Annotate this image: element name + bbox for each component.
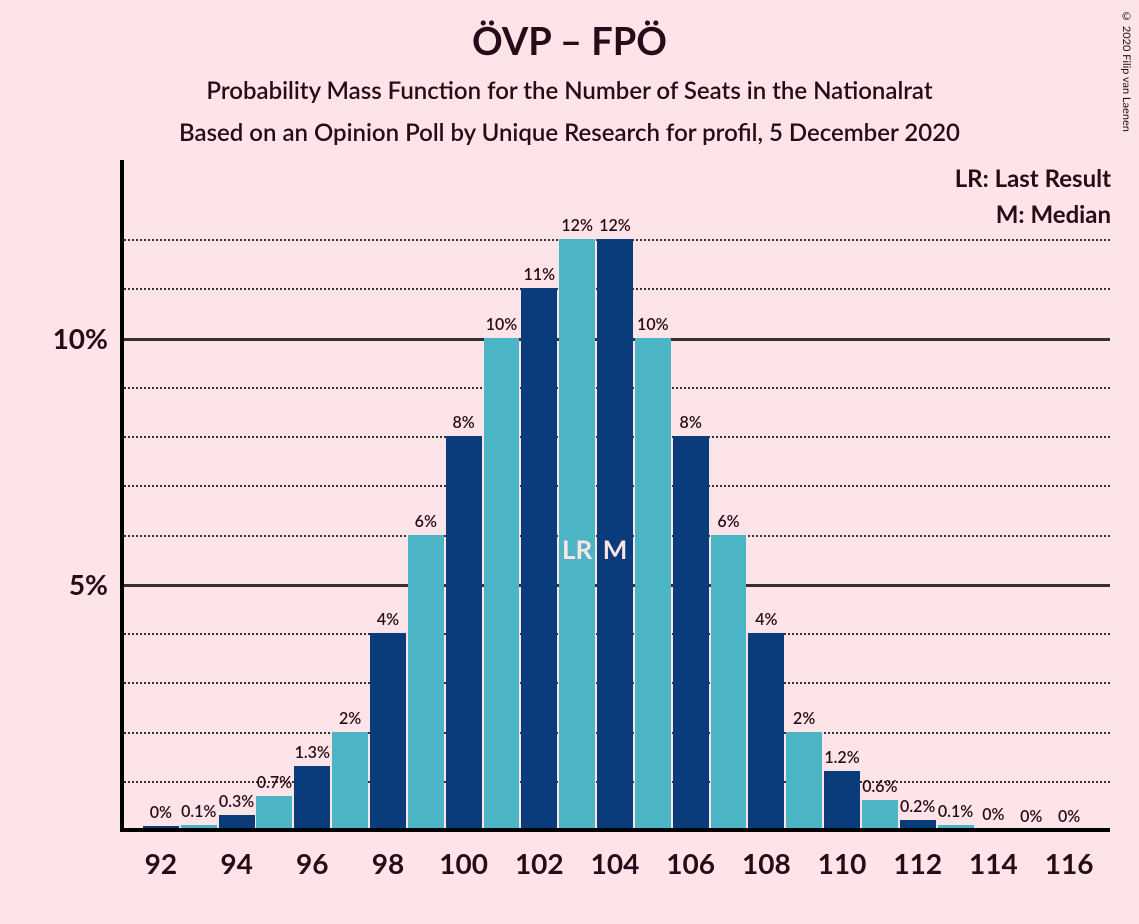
bar-value-label: 10% bbox=[486, 315, 518, 334]
bar-value-label: 0% bbox=[982, 805, 1004, 824]
bar-value-label: 0.7% bbox=[257, 773, 292, 792]
bar-value-label: 6% bbox=[415, 512, 437, 531]
bar bbox=[408, 535, 444, 830]
x-axis-label: 106 bbox=[666, 846, 715, 880]
bar-value-label: 10% bbox=[637, 315, 669, 334]
bar bbox=[862, 800, 898, 830]
marker-last-result: LR bbox=[562, 533, 592, 565]
x-axis-label: 112 bbox=[893, 846, 942, 880]
bar bbox=[748, 633, 784, 830]
bar-value-label: 0.1% bbox=[181, 802, 216, 821]
chart-title: ÖVP – FPÖ bbox=[0, 18, 1139, 64]
marker-median: M bbox=[603, 533, 628, 565]
bar bbox=[370, 633, 406, 830]
bar-value-label: 4% bbox=[377, 610, 399, 629]
x-axis-label: 92 bbox=[145, 846, 177, 880]
y-axis-label: 10% bbox=[53, 321, 108, 355]
bar bbox=[332, 732, 368, 830]
x-axis-label: 100 bbox=[439, 846, 488, 880]
bar bbox=[484, 338, 520, 830]
bar-value-label: 1.2% bbox=[824, 748, 859, 767]
x-axis-label: 96 bbox=[296, 846, 328, 880]
bar-value-label: 0.1% bbox=[938, 802, 973, 821]
bar bbox=[824, 771, 860, 830]
bar-value-label: 4% bbox=[755, 610, 777, 629]
bar-value-label: 0% bbox=[150, 803, 172, 822]
x-axis-line bbox=[120, 828, 1110, 832]
bar-value-label: 0.3% bbox=[219, 792, 254, 811]
x-axis-label: 116 bbox=[1045, 846, 1094, 880]
x-axis-label: 110 bbox=[818, 846, 867, 880]
bar-value-label: 0% bbox=[1020, 807, 1042, 826]
x-axis-label: 102 bbox=[515, 846, 564, 880]
x-axis-label: 94 bbox=[220, 846, 252, 880]
x-axis-label: 108 bbox=[742, 846, 791, 880]
y-axis-label: 5% bbox=[69, 567, 108, 601]
bar-value-label: 11% bbox=[524, 265, 556, 284]
bar-value-label: 2% bbox=[793, 709, 815, 728]
legend-last-result: LR: Last Result bbox=[955, 164, 1111, 193]
bar-value-label: 8% bbox=[452, 413, 474, 432]
chart-plot-area: 0%0.1%0.3%0.7%1.3%2%4%6%8%10%11%12%LR12%… bbox=[120, 190, 1110, 830]
bar bbox=[711, 535, 747, 830]
y-axis-line bbox=[120, 160, 124, 830]
bar bbox=[256, 796, 292, 830]
x-axis-label: 104 bbox=[591, 846, 640, 880]
copyright-text: © 2020 Filip van Laenen bbox=[1120, 10, 1133, 132]
bar-value-label: 12% bbox=[599, 216, 631, 235]
bar-value-label: 2% bbox=[339, 709, 361, 728]
bar-value-label: 1.3% bbox=[295, 743, 330, 762]
chart-subtitle-1: Probability Mass Function for the Number… bbox=[0, 76, 1139, 105]
chart-subtitle-2: Based on an Opinion Poll by Unique Resea… bbox=[0, 118, 1139, 147]
bar-value-label: 0% bbox=[1058, 807, 1080, 826]
bar bbox=[521, 288, 557, 830]
bar-value-label: 0.2% bbox=[900, 797, 935, 816]
bar-value-label: 0.6% bbox=[862, 777, 897, 796]
bar-value-label: 8% bbox=[680, 413, 702, 432]
bar bbox=[673, 436, 709, 830]
bar bbox=[446, 436, 482, 830]
x-axis-label: 98 bbox=[372, 846, 404, 880]
bar-value-label: 6% bbox=[717, 512, 739, 531]
bar bbox=[294, 766, 330, 830]
x-axis-label: 114 bbox=[969, 846, 1018, 880]
bar-value-label: 12% bbox=[561, 216, 593, 235]
bar bbox=[635, 338, 671, 830]
bar bbox=[786, 732, 822, 830]
